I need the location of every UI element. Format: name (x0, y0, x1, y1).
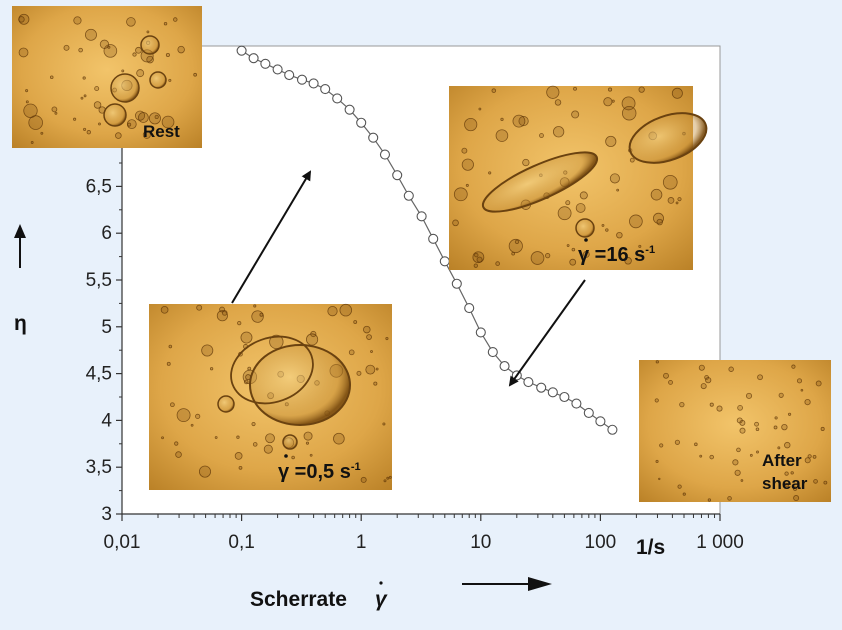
photo-after-shear: After shear (639, 360, 831, 502)
data-point (499, 361, 510, 372)
data-point (487, 347, 498, 358)
x-axis-arrow (462, 577, 552, 591)
x-tick-label: 1 000 (696, 532, 744, 553)
y-tick-label: 4,5 (86, 364, 112, 385)
data-point (248, 53, 259, 64)
data-point (464, 303, 475, 314)
x-tick-label: 100 (585, 532, 617, 553)
x-axis: 0,01 0,1 1 10 100 1 000 (104, 513, 744, 553)
x-tick-label: 1 (356, 532, 367, 553)
arrow-low-shear (231, 170, 312, 304)
y-tick-label: 3 (101, 504, 112, 525)
data-point (559, 391, 570, 403)
y-tick-label: 6,5 (86, 176, 112, 197)
data-point (308, 78, 319, 89)
data-point (392, 170, 403, 181)
y-tick-label: 5,5 (86, 270, 112, 291)
x-tick-label: 10 (470, 532, 491, 553)
photo-high-shear-label: γ =16 s-1 (578, 244, 655, 266)
photo-after-shear-label-1: After (762, 451, 802, 470)
data-point (296, 74, 308, 85)
x-axis-symbol-dot (379, 581, 383, 585)
y-axis-label: η (14, 312, 27, 335)
y-tick-label: 4 (101, 410, 112, 431)
y-tick-label: 3,5 (86, 457, 112, 478)
series-line (236, 45, 618, 435)
data-point (475, 327, 486, 338)
data-point (547, 387, 558, 398)
data-point (284, 69, 295, 81)
data-point (607, 424, 618, 435)
data-point (536, 382, 547, 393)
y-axis-arrow (14, 224, 26, 268)
photo-high-shear: γ =16 s-1 (449, 85, 708, 270)
data-point (344, 104, 355, 115)
y-tick-label: 6 (101, 223, 112, 244)
data-point (236, 45, 247, 56)
x-unit-label: 1/s (636, 536, 665, 559)
data-point (583, 407, 594, 418)
photo-after-shear-label-2: shear (762, 474, 808, 493)
data-point (439, 256, 450, 267)
data-point (523, 376, 534, 388)
data-point (368, 132, 379, 143)
data-point (332, 93, 343, 104)
data-point (320, 84, 331, 95)
arrow-high-shear (508, 279, 586, 387)
data-point (451, 278, 462, 289)
x-tick-label: 0,01 (104, 532, 141, 553)
data-point (571, 398, 582, 409)
photo-low-shear-label: γ =0,5 s-1 (278, 461, 361, 483)
data-point (428, 233, 439, 244)
data-point (272, 64, 283, 75)
x-tick-label: 0,1 (228, 532, 254, 553)
photo-rest-label: Rest (143, 122, 180, 141)
data-point (416, 211, 427, 222)
data-point (260, 58, 271, 69)
x-axis-label: Scherrate (250, 588, 347, 611)
photo-rest: Rest (12, 6, 202, 148)
photo-low-shear: γ =0,5 s-1 (149, 303, 392, 490)
x-axis-symbol: γ (375, 588, 388, 611)
data-point (379, 149, 391, 160)
data-point (595, 416, 606, 427)
y-tick-label: 5 (101, 317, 112, 338)
data-point (356, 117, 367, 128)
data-point (403, 190, 414, 201)
